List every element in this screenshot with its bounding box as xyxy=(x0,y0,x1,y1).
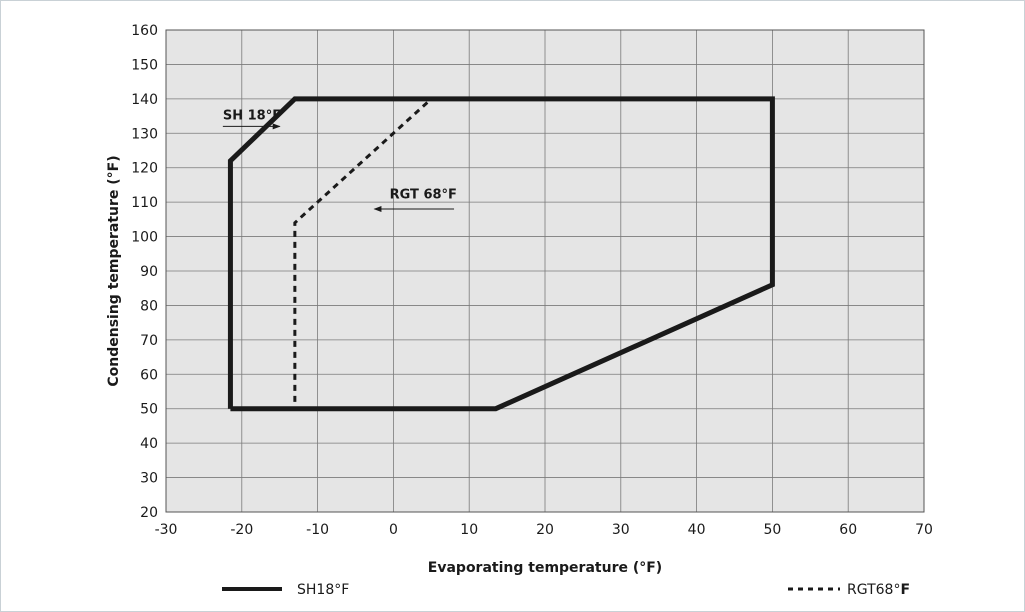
x-tick-label: 20 xyxy=(536,522,554,538)
x-tick-label: 50 xyxy=(763,522,781,538)
annotation-rgt68-label: RGT 68°F xyxy=(390,188,457,203)
legend: SH18°F RGT68°F xyxy=(222,582,910,598)
x-tick-label: 70 xyxy=(915,522,933,538)
legend-label-sh18: SH18°F xyxy=(297,582,349,598)
legend-label-rgt68-main: RGT68° xyxy=(847,582,900,598)
y-tick-label: 50 xyxy=(140,402,158,418)
y-tick-label: 100 xyxy=(131,230,158,246)
x-tick-label: -20 xyxy=(230,522,253,538)
x-axis-title: Evaporating temperature (°F) xyxy=(428,560,662,576)
series-line-rgt68 xyxy=(293,97,433,402)
annotation-sh18-label: SH 18°F xyxy=(223,109,281,124)
x-tick-label: 30 xyxy=(612,522,630,538)
series-lines xyxy=(227,96,775,412)
x-tick-label: 60 xyxy=(839,522,857,538)
y-tick-label: 90 xyxy=(140,264,158,280)
tick-labels: -30 -20 -10 0 10 20 30 40 50 60 70 20 30 40 50 60 70 80 90… xyxy=(131,23,933,538)
y-tick-label: 60 xyxy=(140,367,158,383)
x-tick-label: -30 xyxy=(155,522,178,538)
annotations: SH 18°F RGT 68°F xyxy=(222,109,457,213)
y-tick-label: 110 xyxy=(131,195,158,211)
x-tick-label: 40 xyxy=(688,522,706,538)
legend-label-rgt68: RGT68°F xyxy=(847,582,910,598)
x-tick-label: -10 xyxy=(306,522,329,538)
x-tick-label: 0 xyxy=(389,522,398,538)
y-tick-label: 150 xyxy=(131,57,158,73)
y-tick-label: 80 xyxy=(140,298,158,314)
y-tick-label: 130 xyxy=(131,126,158,142)
y-tick-label: 20 xyxy=(140,505,158,521)
series-line-sh18 xyxy=(227,96,775,412)
x-tick-label: 10 xyxy=(460,522,478,538)
y-tick-label: 70 xyxy=(140,333,158,349)
plot-border xyxy=(165,29,925,513)
y-tick-label: 160 xyxy=(131,23,158,39)
y-tick-label: 140 xyxy=(131,92,158,108)
y-axis-title: Condensing temperature (°F) xyxy=(106,155,122,386)
y-tick-label: 40 xyxy=(140,436,158,452)
y-tick-label: 120 xyxy=(131,161,158,177)
y-tick-label: 30 xyxy=(140,471,158,487)
legend-label-rgt68-bold: F xyxy=(900,582,910,598)
